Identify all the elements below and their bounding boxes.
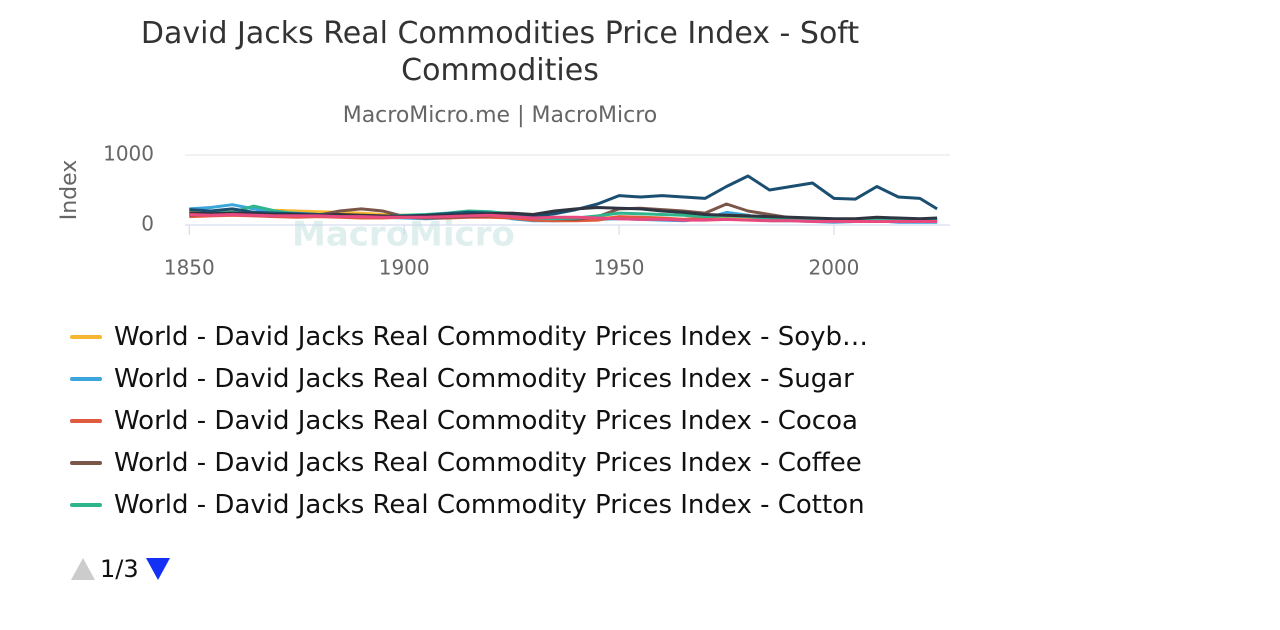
series-line	[189, 213, 938, 223]
x-tick-label: 1950	[594, 256, 645, 280]
legend-label: World - David Jacks Real Commodity Price…	[114, 322, 869, 352]
y-axis-label: Index	[57, 160, 82, 221]
watermark: MacroMicro	[292, 215, 515, 255]
legend-item[interactable]: World - David Jacks Real Commodity Price…	[60, 442, 940, 484]
page-up[interactable]	[70, 556, 96, 582]
chart-title: David Jacks Real Commodities Price Index…	[141, 16, 859, 88]
chart: David Jacks Real Commodities Price Index…	[57, 16, 950, 280]
x-tick-label: 2000	[809, 256, 860, 280]
legend: World - David Jacks Real Commodity Price…	[60, 316, 940, 538]
legend-item[interactable]: World - David Jacks Real Commodity Price…	[60, 316, 940, 358]
page-number: 1/3	[100, 555, 139, 583]
legend-label: World - David Jacks Real Commodity Price…	[114, 406, 858, 436]
legend-item[interactable]: World - David Jacks Real Commodity Price…	[60, 400, 940, 442]
y-tick-label: 1000	[103, 142, 154, 166]
legend-label: World - David Jacks Real Commodity Price…	[114, 364, 854, 394]
y-tick-label: 0	[141, 212, 154, 236]
legend-swatch	[70, 461, 102, 465]
legend-swatch	[70, 335, 102, 339]
legend-label: World - David Jacks Real Commodity Price…	[114, 490, 865, 520]
legend-swatch	[70, 377, 102, 381]
x-tick-label: 1900	[379, 256, 430, 280]
x-tick-label: 1850	[164, 256, 215, 280]
legend-pager: 1/3	[70, 555, 171, 583]
legend-swatch	[70, 419, 102, 423]
legend-item[interactable]: World - David Jacks Real Commodity Price…	[60, 484, 940, 526]
legend-item[interactable]: World - David Jacks Real Commodity Price…	[60, 358, 940, 400]
chart-subtitle: MacroMicro.me | MacroMicro	[343, 103, 658, 128]
legend-swatch	[70, 503, 102, 507]
legend-label: World - David Jacks Real Commodity Price…	[114, 448, 862, 478]
page-down[interactable]	[145, 556, 171, 582]
